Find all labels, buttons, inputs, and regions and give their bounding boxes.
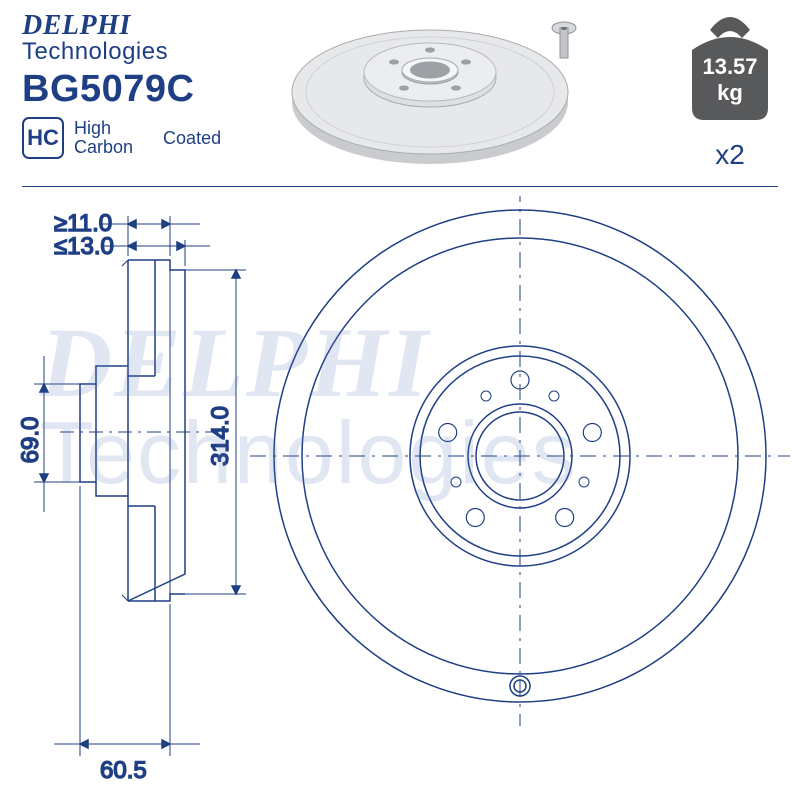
weight-icon: 13.57 kg	[682, 10, 778, 122]
hc-line1: High	[74, 119, 133, 138]
side-profile	[80, 260, 185, 601]
hc-line2: Carbon	[74, 138, 133, 157]
dim-center-bore-label: 69.0	[17, 417, 44, 464]
weight-unit: kg	[717, 80, 743, 105]
dim-hat-depth	[54, 486, 200, 756]
weight-block: 13.57 kg x2	[682, 10, 778, 171]
dim-thickness	[102, 216, 210, 266]
brand-block: DELPHI Technologies BG5079C HC High Carb…	[22, 10, 221, 159]
weight-value: 13.57	[702, 54, 757, 79]
technical-drawing: ≥11.0 ≤13.0 69.0 314.0 60.5	[0, 196, 800, 800]
part-number: BG5079C	[22, 68, 221, 111]
front-view	[250, 196, 790, 726]
dim-max-thickness: ≤13.0	[54, 233, 114, 260]
dim-hat-depth-label: 60.5	[100, 757, 147, 784]
header: DELPHI Technologies BG5079C HC High Carb…	[0, 0, 800, 180]
hc-coated: Coated	[163, 128, 221, 149]
hc-badge: HC	[22, 117, 64, 159]
hc-text: High Carbon	[74, 119, 133, 157]
hc-row: HC High Carbon Coated	[22, 117, 221, 159]
brand-subtitle: Technologies	[22, 38, 221, 66]
product-illustration	[280, 10, 600, 180]
header-divider	[22, 186, 778, 187]
quantity-label: x2	[682, 139, 778, 171]
dim-outer-diameter-label: 314.0	[207, 406, 234, 466]
